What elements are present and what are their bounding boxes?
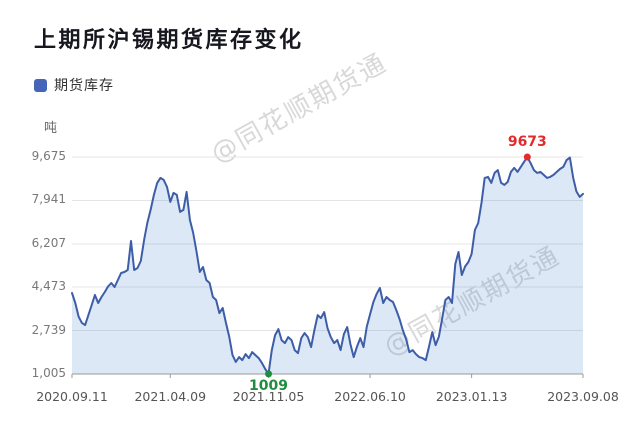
y-tick-label: 9,675 [31,149,66,163]
y-tick-label: 7,941 [31,192,66,207]
x-tick-label: 2022.06.10 [334,389,406,404]
x-tick-label: 2023.01.13 [435,389,508,404]
legend-swatch-icon [34,78,47,92]
legend-item-futures-inventory[interactable]: 期货库存 [34,75,114,95]
x-tick-label: 2021.11.05 [232,389,305,404]
max-value-annotation: 9673 [507,134,547,151]
min-value-annotation: 1009 [249,377,289,394]
x-tick-label: 2021.04.09 [134,389,207,404]
y-tick-label: 6,207 [31,235,66,250]
x-tick-label: 2020.09.11 [36,389,108,404]
y-axis-unit-label: 吨 [44,121,58,136]
y-tick-label: 4,473 [31,279,66,294]
legend-label: 期货库存 [54,78,114,94]
y-tick-label: 1,005 [31,366,66,380]
page-title: 上期所沪锡期货库存变化 [34,28,304,53]
y-tick-label: 2,739 [31,322,66,337]
x-tick-label: 2023.09.08 [547,389,619,404]
